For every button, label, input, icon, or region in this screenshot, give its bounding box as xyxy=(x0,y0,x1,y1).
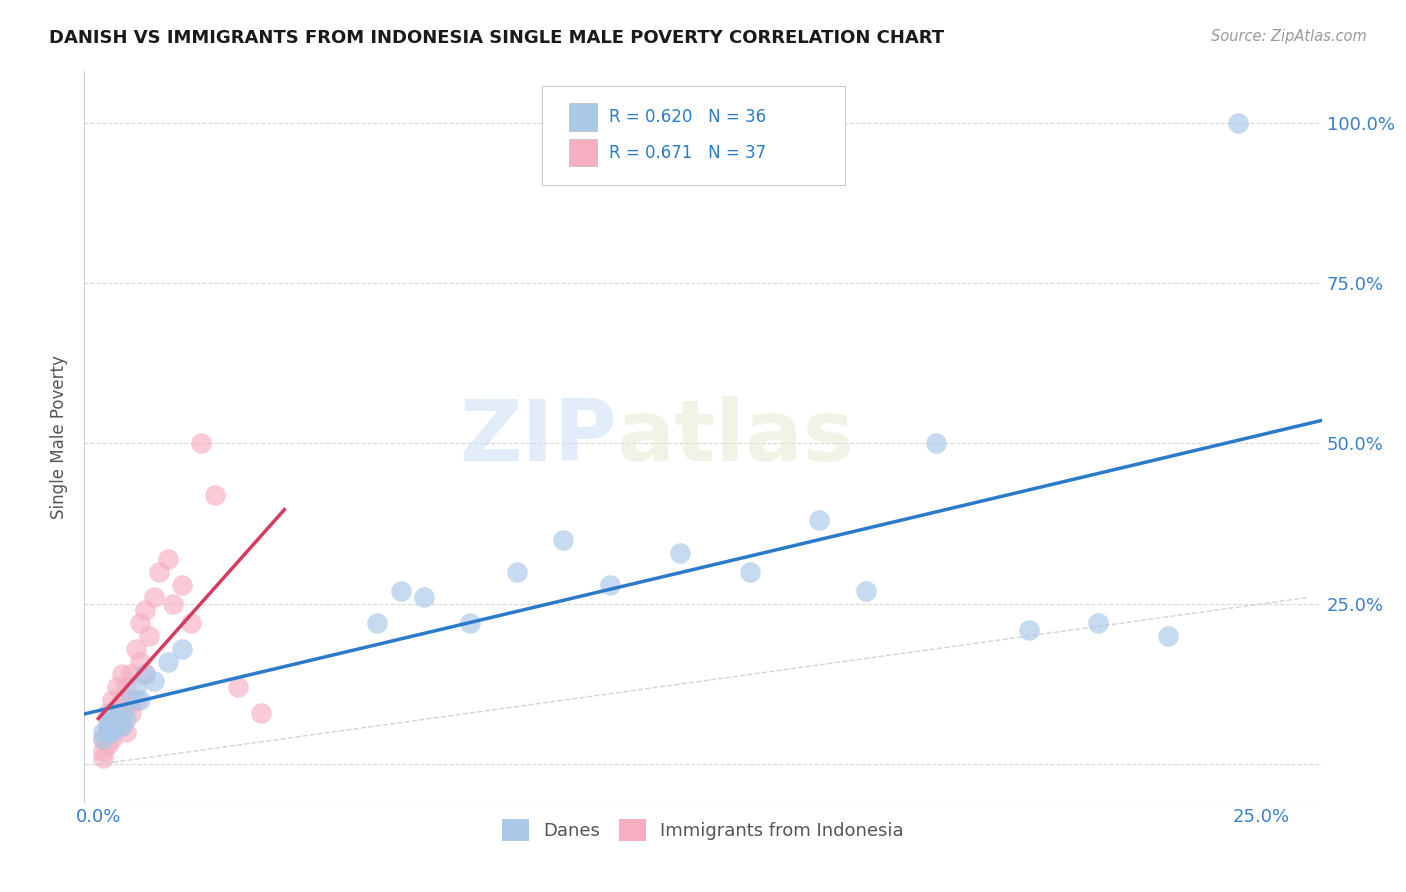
Point xyxy=(110,719,132,733)
Point xyxy=(110,667,132,681)
Point xyxy=(250,706,273,720)
Point xyxy=(1226,116,1249,130)
Point xyxy=(1157,629,1180,643)
Point xyxy=(506,565,529,579)
Point xyxy=(366,616,388,631)
Point xyxy=(91,751,114,765)
Point xyxy=(101,712,124,726)
Point xyxy=(101,706,124,720)
Point xyxy=(101,693,124,707)
FancyBboxPatch shape xyxy=(569,138,596,167)
Point xyxy=(115,699,138,714)
Text: atlas: atlas xyxy=(616,395,855,479)
Text: ZIP: ZIP xyxy=(458,395,616,479)
Point xyxy=(170,641,193,656)
Point xyxy=(134,603,156,617)
Point xyxy=(110,719,132,733)
Point xyxy=(105,712,128,726)
Point xyxy=(1087,616,1109,631)
Point xyxy=(91,731,114,746)
Text: R = 0.620   N = 36: R = 0.620 N = 36 xyxy=(609,108,766,126)
Point xyxy=(115,712,138,726)
FancyBboxPatch shape xyxy=(569,103,596,130)
Point xyxy=(738,565,761,579)
Point xyxy=(115,681,138,695)
Point xyxy=(120,706,142,720)
Point xyxy=(668,545,690,559)
Point xyxy=(143,673,166,688)
Text: Source: ZipAtlas.com: Source: ZipAtlas.com xyxy=(1211,29,1367,45)
Text: DANISH VS IMMIGRANTS FROM INDONESIA SINGLE MALE POVERTY CORRELATION CHART: DANISH VS IMMIGRANTS FROM INDONESIA SING… xyxy=(49,29,945,47)
Point xyxy=(553,533,575,547)
Point xyxy=(1018,623,1040,637)
Point xyxy=(157,655,180,669)
Point xyxy=(599,577,621,591)
Point xyxy=(148,565,170,579)
Point xyxy=(129,693,152,707)
Point xyxy=(134,667,156,681)
Point xyxy=(120,667,142,681)
Point xyxy=(389,584,412,599)
Point xyxy=(190,436,212,450)
Point xyxy=(97,706,120,720)
Point xyxy=(413,591,436,605)
Point xyxy=(97,725,120,739)
Point xyxy=(924,436,946,450)
Point xyxy=(124,681,146,695)
Point xyxy=(124,641,146,656)
Point xyxy=(97,725,120,739)
Point xyxy=(110,693,132,707)
Legend: Danes, Immigrants from Indonesia: Danes, Immigrants from Indonesia xyxy=(495,812,911,848)
FancyBboxPatch shape xyxy=(543,86,845,185)
Point xyxy=(134,667,156,681)
Point xyxy=(110,706,132,720)
Point xyxy=(157,552,180,566)
Point xyxy=(105,706,128,720)
Point xyxy=(91,725,114,739)
Point xyxy=(143,591,166,605)
Point xyxy=(101,731,124,746)
Point xyxy=(97,712,120,726)
Point xyxy=(101,712,124,726)
Point xyxy=(460,616,482,631)
Point xyxy=(105,681,128,695)
Point xyxy=(138,629,160,643)
Point xyxy=(124,693,146,707)
Point xyxy=(97,719,120,733)
Point xyxy=(808,514,831,528)
Point xyxy=(129,655,152,669)
Point xyxy=(120,693,142,707)
Point xyxy=(170,577,193,591)
Point xyxy=(204,488,226,502)
Point xyxy=(105,719,128,733)
Point xyxy=(101,725,124,739)
Point xyxy=(129,616,152,631)
Point xyxy=(91,731,114,746)
Point xyxy=(91,744,114,758)
Point xyxy=(855,584,877,599)
Point xyxy=(105,719,128,733)
Point xyxy=(162,597,184,611)
Point xyxy=(115,725,138,739)
Text: R = 0.671   N = 37: R = 0.671 N = 37 xyxy=(609,144,766,161)
Y-axis label: Single Male Poverty: Single Male Poverty xyxy=(51,355,69,519)
Point xyxy=(226,681,249,695)
Point xyxy=(97,738,120,752)
Point xyxy=(180,616,202,631)
